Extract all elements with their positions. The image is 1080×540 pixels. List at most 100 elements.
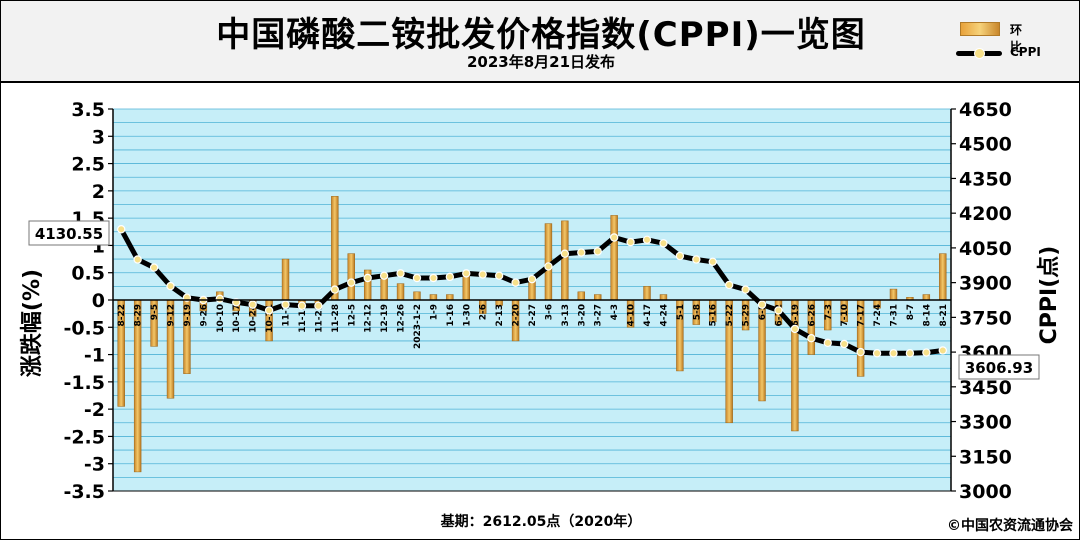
cppi-point [626,237,635,247]
bar [413,291,421,301]
bar [331,196,339,301]
bar [594,294,602,301]
cppi-point [675,251,685,261]
left-axis-label: 涨跌幅(%) [20,269,45,377]
x-tick-label: 12-19 [380,304,390,333]
cppi-point [774,306,783,315]
left-tick-label: 2 [92,181,105,203]
left-axis-ticks: 3.532.521.510.50-0.5-1-1.5-2-2.5-3-3.5 [63,99,113,503]
x-tick-label: 9-19 [183,304,193,327]
bar [396,283,405,301]
cppi-point [462,269,471,278]
left-tick-label: -1 [84,345,105,367]
cppi-point [922,348,931,357]
x-tick-label: 2-13 [495,304,505,327]
x-tick-label: 7-17 [857,304,867,327]
x-tick-label: 3-6 [544,304,554,320]
right-tick-label: 3750 [959,307,1012,329]
cppi-point [889,349,898,358]
x-tick-label: 9-26 [199,304,209,327]
x-tick-label: 5-1 [676,304,686,320]
cppi-point [412,273,422,283]
cppi-point [938,346,947,355]
cppi-point [330,285,340,294]
x-tick-label: 4-17 [643,304,653,327]
x-tick-label: 8-22 [117,304,127,327]
x-tick-label: 7-24 [873,304,883,327]
cppi-point [379,271,389,280]
line-marker-icon [974,48,985,59]
cppi-point [577,248,586,257]
cppi-point [494,271,504,280]
x-tick-label: 12-5 [347,304,357,327]
x-tick-label: 6-19 [791,304,801,327]
right-tick-label: 3450 [959,377,1012,399]
x-tick-label: 9-5 [150,304,160,320]
bar [577,291,585,301]
base-period-note: 基期：2612.05点（2020年） [440,514,642,530]
x-tick-label: 12-26 [397,304,407,333]
cppi-point [215,294,225,304]
right-tick-label: 4050 [959,238,1012,260]
x-tick-label: 12-12 [364,304,374,333]
callout-last-box [958,354,1040,380]
cppi-point [560,249,570,258]
x-tick-label: 2-20 [512,304,522,327]
cppi-point [790,324,800,334]
left-tick-label: 2.5 [71,154,105,176]
bar [939,253,947,301]
right-axis-label: CPPI(点) [1036,246,1062,345]
right-tick-label: 3900 [959,273,1012,295]
bar [889,288,898,301]
cppi-point [478,270,487,279]
cppi-point [281,300,290,309]
right-tick-label: 3000 [959,481,1012,503]
legend-label-bar: 环比 [1010,23,1023,54]
bar-series [117,196,947,473]
copyright-note: ©中国农资流通协会 [947,518,1073,534]
cppi-point [363,273,372,283]
callout-first-box [28,220,110,246]
x-tick-label: 5-16 [709,304,719,327]
bar [380,277,388,301]
cppi-point [149,263,159,272]
left-tick-label: 3 [92,126,105,148]
callout-first: 4130.55 [35,225,103,243]
legend-label-line: CPPI [1010,45,1041,59]
x-tick-label: 7-31 [889,304,899,327]
x-tick-label: 8-29 [134,304,144,327]
x-tick-label: 4-10 [627,304,637,327]
cppi-point [823,338,832,348]
cppi-point [544,262,553,271]
cppi-point [905,349,915,358]
chart-subtitle: 2023年8月21日发布 [466,53,616,71]
x-tick-label: 11-14 [298,304,308,333]
line-series [117,225,947,358]
left-tick-label: -3.5 [63,481,105,503]
x-tick-label: 5-22 [725,304,735,327]
x-tick-label: 7-10 [840,304,850,327]
left-tick-label: -2 [84,399,105,421]
cppi-point [133,255,142,264]
cppi-point [297,301,307,310]
x-tick-labels: 8-22 8-29 9-5 9-12 9-19 9-26 10-10 10-17 10-24 10… [117,304,949,349]
x-tick-label: 2-6 [479,304,489,320]
x-tick-label: 5-29 [742,304,752,327]
cppi-point [527,274,537,284]
cppi-point [248,300,257,309]
x-tick-label: 3-13 [561,304,571,327]
right-axis-ticks: 4650450043504200405039003750360034503300… [951,99,1012,503]
cppi-point [642,235,652,245]
x-tick-label: 8-14 [922,304,932,327]
x-tick-label: 1-30 [462,304,472,327]
x-tick-label: 2-27 [528,304,538,327]
bar-swatch-icon [960,22,1000,36]
right-tick-label: 4350 [959,168,1012,190]
x-tick-label: 5-8 [692,304,702,320]
x-tick-label: 4-3 [610,304,620,320]
value-callouts: 4130.55 3606.93 [28,220,1040,380]
left-tick-label: 3.5 [71,99,105,121]
cppi-point [741,285,750,294]
bar [610,215,618,301]
bar [446,294,454,301]
